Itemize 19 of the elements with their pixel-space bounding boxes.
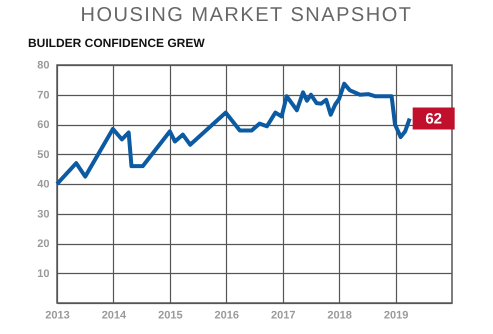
y-tick-label: 40 <box>37 178 50 190</box>
x-tick-label: 2013 <box>45 310 70 322</box>
x-tick-label: 2018 <box>327 310 352 322</box>
y-tick-label: 20 <box>37 238 50 250</box>
y-tick-label: 50 <box>37 148 50 161</box>
annotation: 62 <box>425 110 442 128</box>
x-tick-label: 2017 <box>270 310 296 322</box>
y-tick-label: 60 <box>37 119 50 131</box>
chart-subtitle: BUILDER CONFIDENCE GREW <box>28 36 205 50</box>
line-series <box>55 82 412 186</box>
x-tick-label: 2015 <box>158 310 183 322</box>
y-tick-label: 30 <box>37 208 50 220</box>
y-tick-label: 80 <box>37 60 50 72</box>
x-tick-label: 2014 <box>102 310 128 322</box>
chart-title: HOUSING MARKET SNAPSHOT <box>80 4 414 27</box>
y-tick-label: 10 <box>37 268 50 280</box>
x-tick-label: 2019 <box>384 310 408 322</box>
y-tick-label: 70 <box>37 89 50 102</box>
x-tick-label: 2016 <box>214 310 240 322</box>
